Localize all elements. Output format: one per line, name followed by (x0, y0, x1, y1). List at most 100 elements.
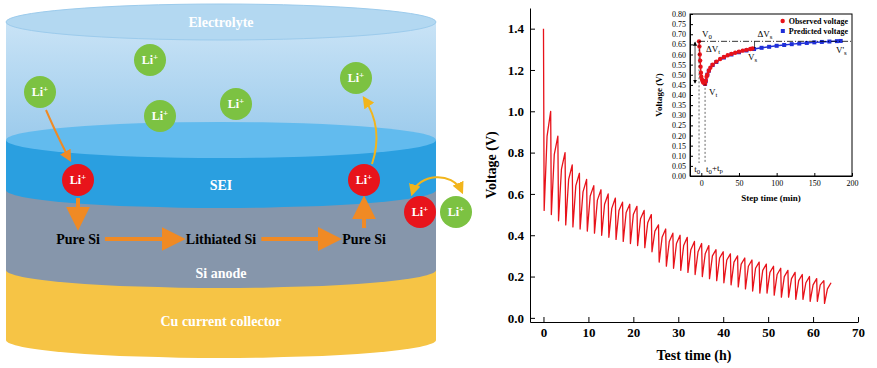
tick: 0.70 (672, 30, 693, 39)
inset-plot-area (697, 39, 843, 86)
ion (220, 88, 252, 120)
y-axis-title: Voltage (V) (484, 131, 500, 199)
legend-marker (780, 19, 784, 23)
tick-label: 70 (852, 325, 865, 340)
annotation: V's (836, 45, 847, 56)
tick-label: 0.25 (672, 121, 686, 130)
point (710, 62, 714, 66)
tick-label: 0.8 (508, 145, 525, 160)
tick: 0.80 (672, 10, 693, 19)
point (775, 44, 779, 48)
tick: 0.20 (672, 132, 693, 141)
point (725, 53, 729, 57)
tick-label: 200 (847, 179, 859, 188)
exchange-arrow (412, 177, 462, 194)
point (718, 57, 722, 61)
tick: 0.10 (672, 152, 693, 161)
tick: 0.50 (672, 71, 693, 80)
tick-mark (723, 317, 724, 322)
tick-mark (690, 105, 693, 106)
tick-label: 0.50 (672, 71, 686, 80)
tick-label: 0 (700, 179, 704, 188)
tick-mark (530, 318, 535, 319)
process-arrow (261, 237, 337, 241)
ion-label: Li+ (228, 96, 244, 111)
point (782, 43, 786, 47)
tick: 50 (735, 173, 743, 188)
tick: 1.0 (508, 104, 535, 119)
tick-label: 0.10 (672, 152, 686, 161)
annotation: V0 (702, 29, 713, 40)
ion-label: Li+ (70, 172, 86, 187)
tick-label: 40 (717, 325, 730, 340)
ion-label: Li+ (32, 84, 48, 99)
tick-label: 1.4 (508, 21, 525, 36)
tick-mark (690, 115, 693, 116)
point (698, 52, 702, 56)
inset-frame (690, 14, 852, 176)
annotation: Vs (748, 52, 758, 63)
annotation: ΔVs (758, 29, 773, 40)
inset-x-axis-line (691, 176, 853, 177)
annotation: Vt (709, 87, 718, 98)
series (697, 39, 755, 86)
x-axis-line (531, 322, 859, 323)
tick-label: 20 (627, 325, 640, 340)
point (714, 59, 718, 63)
ion (404, 196, 436, 228)
tick-label: 0.2 (508, 269, 524, 284)
reference-line (699, 41, 700, 163)
tick: 0.2 (508, 269, 535, 284)
y-axis: 0.00.20.40.60.81.01.21.4 (508, 9, 535, 326)
tick-label: 0.20 (672, 132, 686, 141)
tick-mark (690, 85, 693, 86)
tick-label: 0.70 (672, 30, 686, 39)
tick-mark (690, 65, 693, 66)
tick-label: 0.30 (672, 111, 686, 120)
tick-label: 0.65 (672, 40, 686, 49)
tick-label: 0.15 (672, 142, 686, 151)
series (703, 39, 843, 86)
point (767, 45, 771, 49)
tick: 100 (771, 173, 783, 188)
tick-mark (690, 176, 693, 177)
figure-container: ElectrolyteSEISi anodeCu current collect… (0, 0, 877, 368)
point (741, 48, 745, 52)
point (722, 56, 726, 60)
tick-label: 0.60 (672, 51, 686, 60)
tick: 0.4 (508, 228, 535, 243)
delta-arrow (754, 41, 755, 48)
tick: 200 (847, 173, 859, 188)
tick-label: 30 (672, 325, 685, 340)
layer-label: Electrolyte (188, 15, 253, 30)
ion (62, 164, 94, 196)
delta-arrow (695, 42, 696, 83)
point (790, 42, 794, 46)
point (729, 52, 733, 56)
point (737, 49, 741, 53)
tick: 0.40 (672, 91, 693, 100)
ion-label: Li+ (142, 52, 158, 67)
legend-label: Predicted voltage (789, 27, 849, 36)
tick-mark (588, 317, 589, 322)
ion-path (46, 110, 70, 160)
tick-mark (690, 14, 693, 15)
tick-mark (678, 317, 679, 322)
annotations: V0VtVsV'sΔVtΔVst0t0+tp (694, 29, 852, 175)
tick-mark (690, 95, 693, 96)
tick: 0.05 (672, 162, 693, 171)
tick: 60 (807, 317, 820, 340)
point (697, 44, 701, 48)
tick: 20 (627, 317, 640, 340)
point (729, 53, 733, 57)
legend: Observed voltagePredicted voltage (780, 17, 848, 36)
tick: 70 (852, 317, 865, 340)
point (704, 79, 708, 83)
tick-mark (690, 166, 693, 167)
point (750, 46, 754, 50)
tick-label: 50 (762, 325, 775, 340)
tick-mark (530, 153, 535, 154)
tick-label: 0.05 (672, 162, 686, 171)
tick: 0.60 (672, 51, 693, 60)
ion-path (364, 98, 377, 164)
